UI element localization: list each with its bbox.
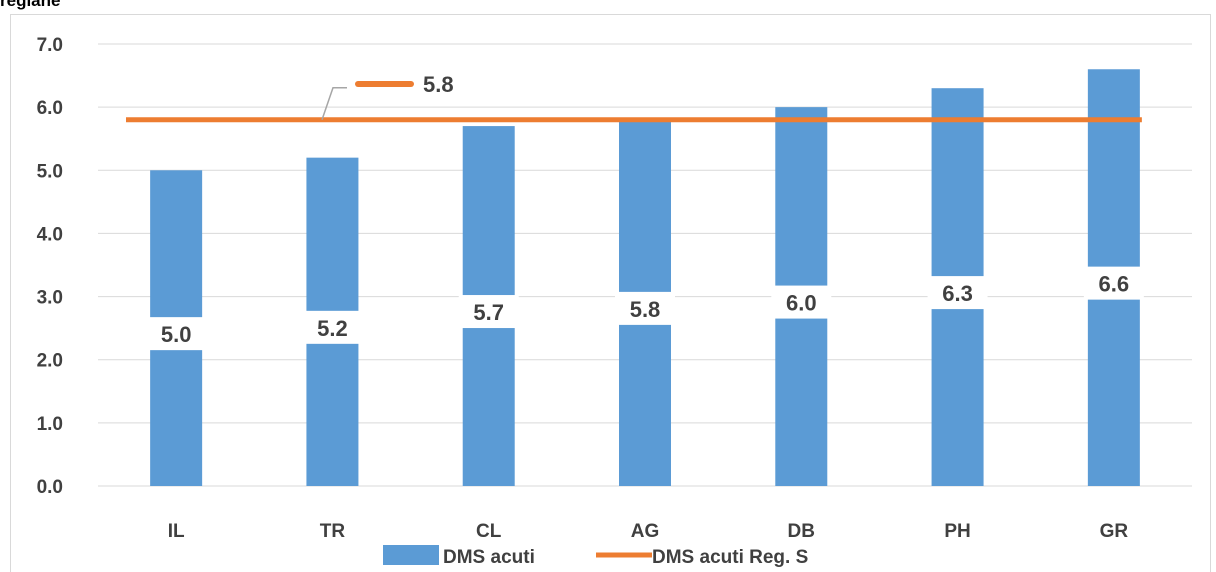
y-tick-label: 2.0 (37, 351, 63, 372)
data-label-bg (146, 317, 207, 351)
chart-border (10, 14, 1211, 572)
x-tick-label: PH (944, 521, 970, 542)
data-label: 5.8 (630, 297, 661, 322)
data-label-bg (771, 285, 832, 319)
data-label: 6.3 (942, 281, 973, 306)
data-label: 6.6 (1099, 272, 1130, 297)
x-tick-label: GR (1100, 521, 1129, 542)
data-label-bg (1083, 266, 1144, 300)
x-tick-label: CL (476, 521, 502, 542)
y-tick-label: 0.0 (37, 477, 63, 498)
data-label-bg (302, 310, 363, 344)
y-tick-label: 6.0 (37, 98, 63, 119)
data-label: 5.2 (317, 316, 348, 341)
y-tick-label: 7.0 (37, 35, 63, 56)
callout-leader (321, 87, 347, 121)
legend-label-bar: DMS acuti (443, 547, 535, 568)
data-label-bg (927, 276, 988, 310)
chart-title: regiane (0, 0, 61, 10)
y-tick-label: 5.0 (37, 161, 63, 182)
line-data-label: 5.8 (423, 72, 454, 97)
x-tick-label: TR (320, 521, 346, 542)
data-label: 6.0 (786, 291, 817, 316)
x-tick-label: DB (788, 521, 815, 542)
legend-label-line: DMS acuti Reg. S (652, 547, 808, 568)
x-tick-label: IL (168, 521, 185, 542)
y-tick-label: 1.0 (37, 414, 63, 435)
y-tick-label: 3.0 (37, 288, 63, 309)
data-label-bg (458, 295, 519, 329)
data-label-bg (615, 291, 675, 325)
data-label: 5.7 (473, 300, 504, 325)
data-label: 5.0 (161, 322, 192, 347)
y-tick-label: 4.0 (37, 224, 63, 245)
legend-swatch-bar (383, 545, 439, 565)
x-tick-label: AG (631, 521, 660, 542)
